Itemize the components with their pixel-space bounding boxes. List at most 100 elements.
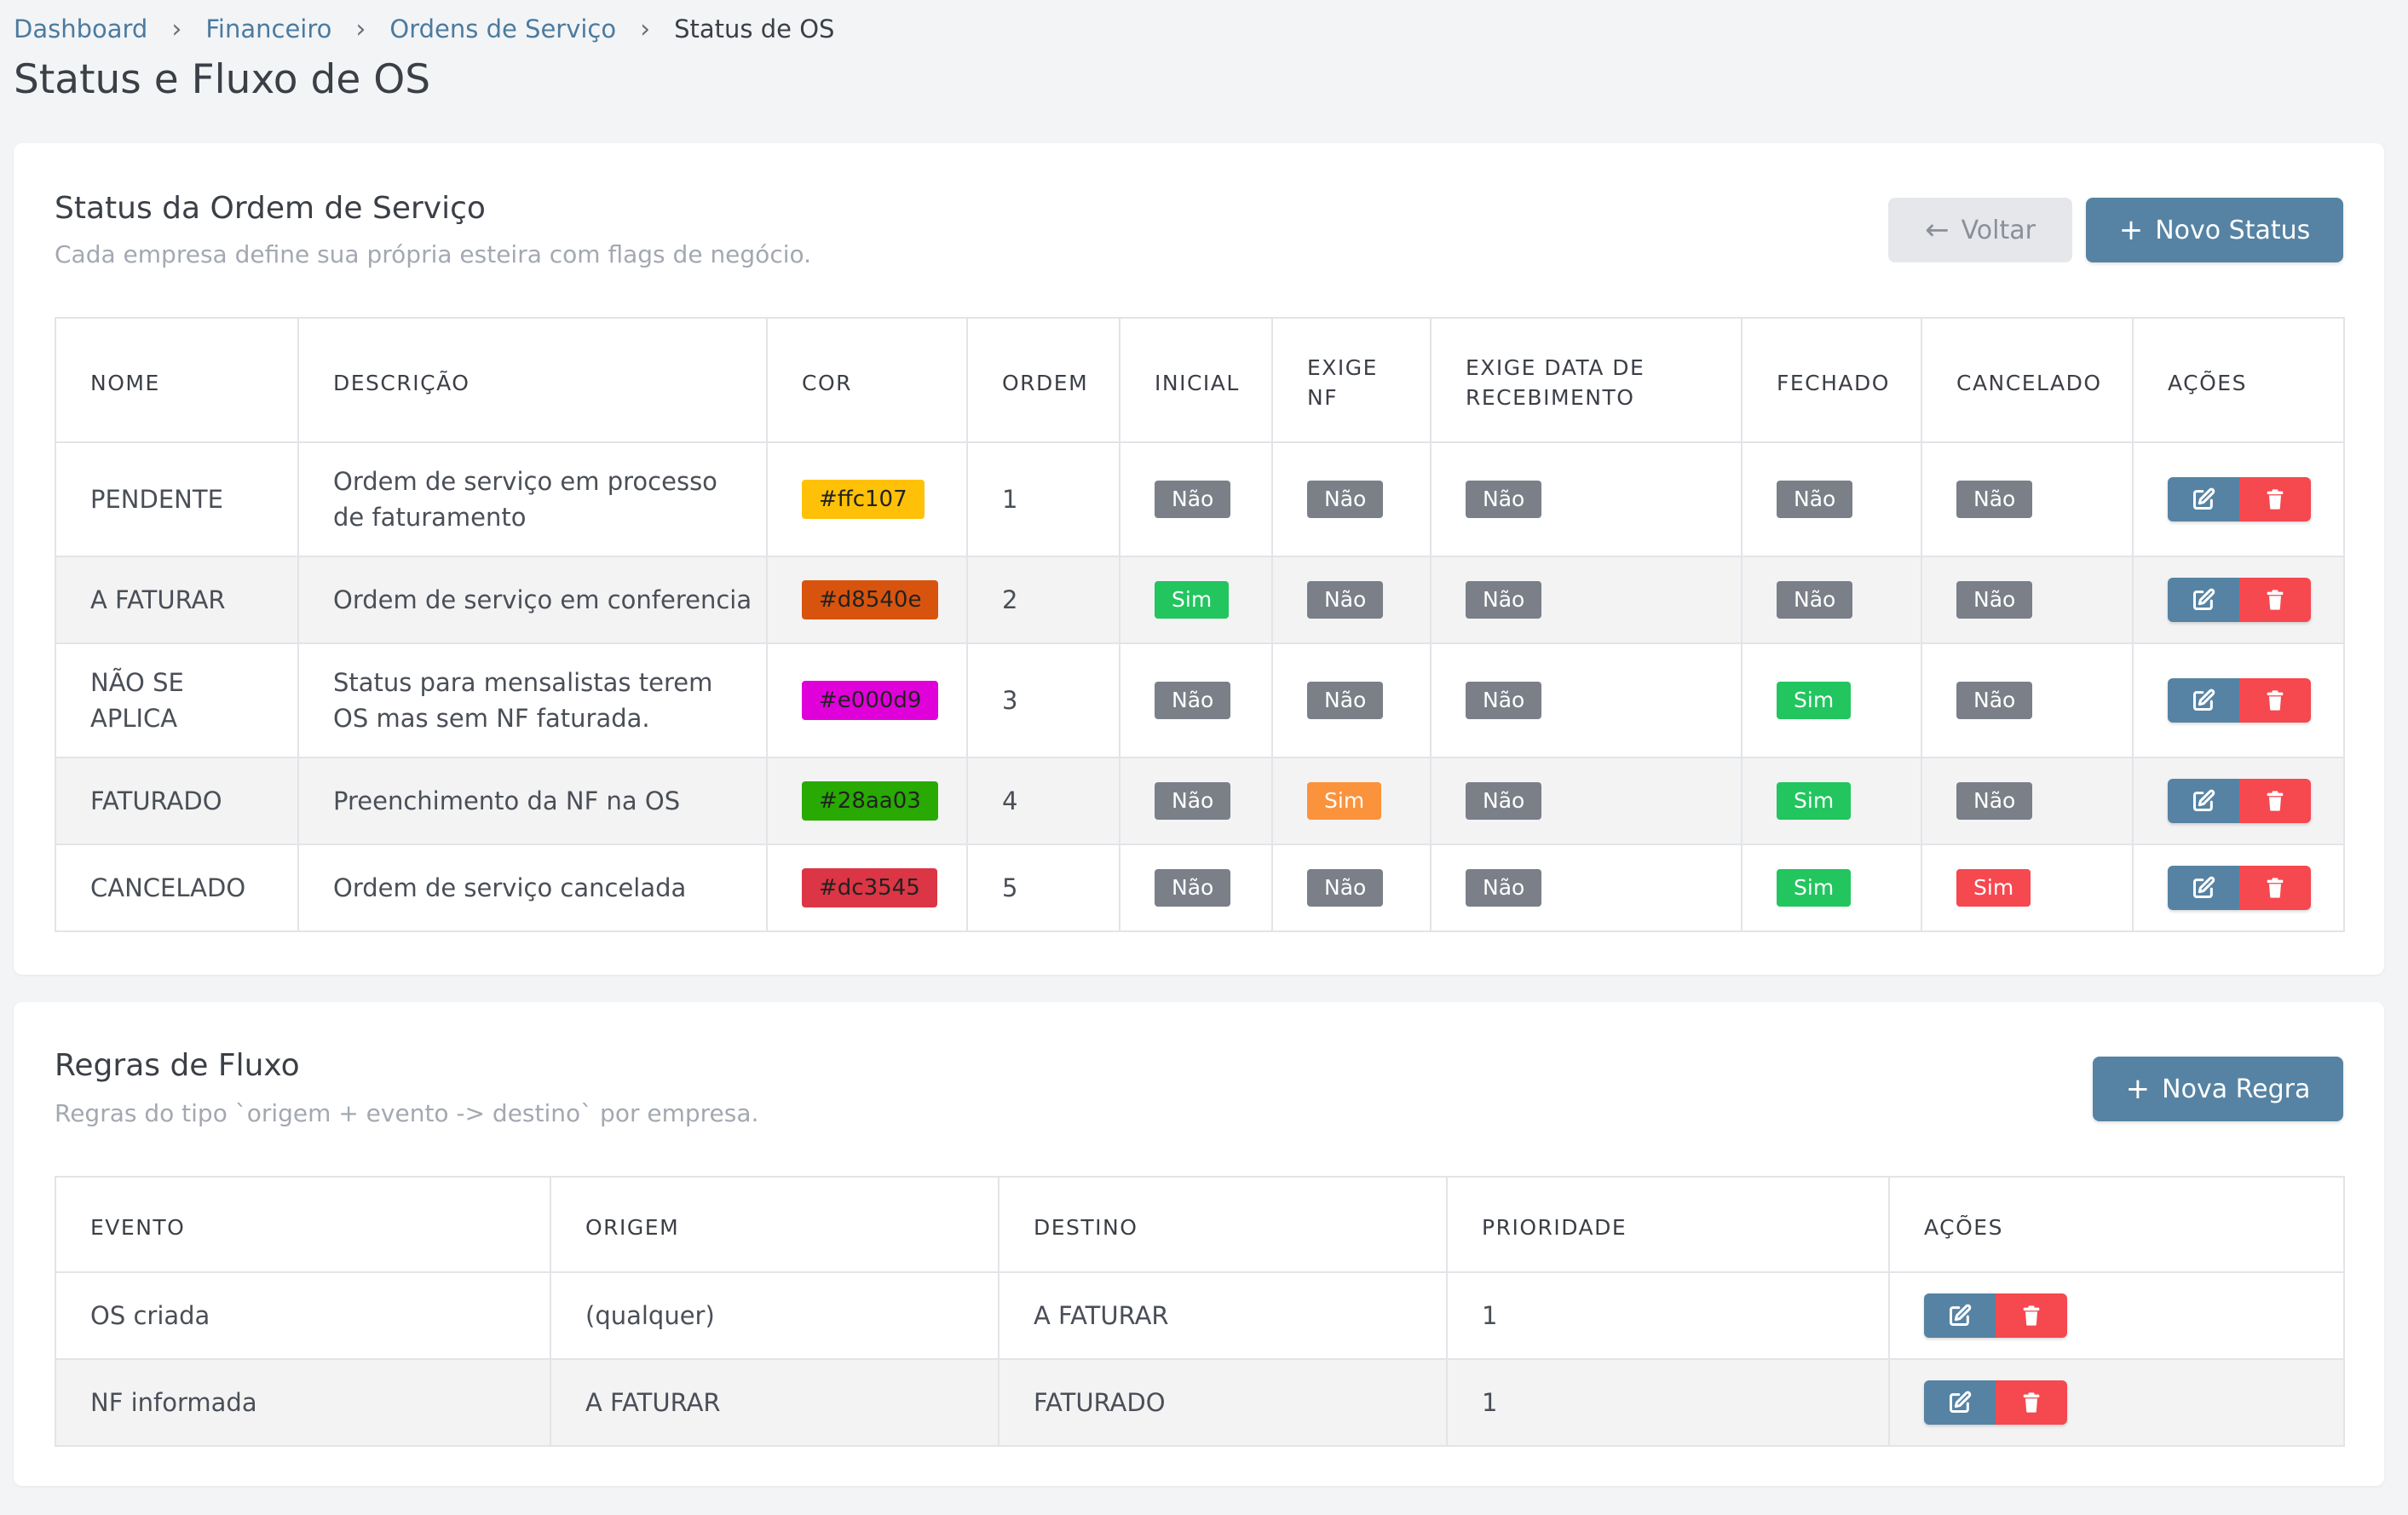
cell-origem: A FATURAR — [550, 1358, 999, 1447]
exige-nf-badge: Sim — [1307, 782, 1382, 820]
new-rule-button-label: Nova Regra — [2162, 1074, 2311, 1104]
fechado-badge: Sim — [1777, 782, 1852, 820]
cell-descricao: Preenchimento da NF na OS — [297, 757, 768, 845]
table-row: NÃO SE APLICA Status para mensalistas tere… — [55, 642, 2345, 758]
exige-nf-badge: Não — [1307, 869, 1384, 907]
edit-icon — [1948, 1391, 1972, 1414]
cell-nome: FATURADO — [55, 757, 299, 845]
cell-ordem: 1 — [966, 441, 1120, 557]
cell-inicial: Não — [1119, 844, 1273, 932]
cell-evento: NF informada — [55, 1358, 551, 1447]
edit-button[interactable] — [2168, 678, 2239, 723]
cell-origem: (qualquer) — [550, 1271, 999, 1360]
cell-ordem: 2 — [966, 556, 1120, 644]
breadcrumb-ordens-servico[interactable]: Ordens de Serviço — [389, 14, 617, 43]
table-row: CANCELADO Ordem de serviço cancelada #dc35… — [55, 844, 2345, 932]
header-fechado: FECHADO — [1741, 317, 1922, 443]
cell-acoes — [2132, 844, 2345, 932]
status-card-subtitle: Cada empresa define sua própria esteira … — [55, 240, 812, 268]
header-cor: COR — [766, 317, 968, 443]
edit-icon — [1948, 1304, 1972, 1328]
status-table: NOME DESCRIÇÃO COR ORDEM INICIAL EXIGE NF… — [55, 317, 2345, 932]
cancelado-badge: Não — [1956, 682, 2033, 719]
delete-button[interactable] — [2239, 678, 2311, 723]
edit-button[interactable] — [2168, 779, 2239, 823]
cell-descricao: Ordem de serviço em processo de faturamen… — [297, 441, 768, 557]
header-nome: NOME — [55, 317, 299, 443]
edit-button[interactable] — [2168, 866, 2239, 910]
cell-inicial: Sim — [1119, 556, 1273, 644]
edit-button[interactable] — [2168, 578, 2239, 622]
cell-exige-data: Não — [1430, 757, 1743, 845]
edit-icon — [2192, 688, 2215, 712]
cell-inicial: Não — [1119, 642, 1273, 758]
header-destino: DESTINO — [998, 1176, 1448, 1273]
cell-prioridade: 1 — [1446, 1271, 1890, 1360]
cell-descricao: Ordem de serviço em conferencia — [297, 556, 768, 644]
exige-data-badge: Não — [1466, 581, 1542, 619]
cancelado-badge: Não — [1956, 782, 2033, 820]
cell-exige-nf: Não — [1271, 844, 1432, 932]
delete-button[interactable] — [1996, 1380, 2067, 1425]
trash-icon — [2263, 876, 2287, 900]
cancelado-badge: Não — [1956, 481, 2033, 518]
trash-icon — [2263, 487, 2287, 511]
new-status-button[interactable]: + Novo Status — [2086, 198, 2343, 262]
edit-button[interactable] — [2168, 477, 2239, 521]
inicial-badge: Não — [1155, 869, 1231, 907]
table-row: A FATURAR Ordem de serviço em conferencia… — [55, 556, 2345, 644]
cell-ordem: 4 — [966, 757, 1120, 845]
header-origem: ORIGEM — [550, 1176, 999, 1273]
cell-evento: OS criada — [55, 1271, 551, 1360]
exige-data-badge: Não — [1466, 682, 1542, 719]
table-row: PENDENTE Ordem de serviço em processo de f… — [55, 441, 2345, 557]
table-header-row: NOME DESCRIÇÃO COR ORDEM INICIAL EXIGE NF… — [55, 317, 2345, 443]
trash-icon — [2019, 1391, 2043, 1414]
color-swatch: #e000d9 — [802, 681, 939, 720]
cell-fechado: Sim — [1741, 844, 1922, 932]
row-actions — [2168, 578, 2311, 622]
exige-data-badge: Não — [1466, 481, 1542, 518]
fechado-badge: Sim — [1777, 869, 1852, 907]
header-descricao: DESCRIÇÃO — [297, 317, 768, 443]
breadcrumb-separator: › — [640, 14, 651, 44]
header-acoes: AÇÕES — [1888, 1176, 2345, 1273]
cell-exige-data: Não — [1430, 642, 1743, 758]
cell-nome: CANCELADO — [55, 844, 299, 932]
cell-prioridade: 1 — [1446, 1358, 1890, 1447]
cell-nome: PENDENTE — [55, 441, 299, 557]
delete-button[interactable] — [2239, 866, 2311, 910]
cell-cancelado: Sim — [1921, 844, 2134, 932]
breadcrumb-separator: › — [355, 14, 366, 44]
trash-icon — [2263, 789, 2287, 813]
cell-fechado: Não — [1741, 556, 1922, 644]
cell-destino: A FATURAR — [998, 1271, 1448, 1360]
delete-button[interactable] — [1996, 1293, 2067, 1338]
breadcrumb-dashboard[interactable]: Dashboard — [14, 14, 148, 43]
new-status-button-label: Novo Status — [2155, 215, 2311, 245]
breadcrumb-financeiro[interactable]: Financeiro — [205, 14, 332, 43]
delete-button[interactable] — [2239, 779, 2311, 823]
edit-button[interactable] — [1924, 1380, 1996, 1425]
back-button[interactable]: ← Voltar — [1888, 198, 2072, 262]
cell-destino: FATURADO — [998, 1358, 1448, 1447]
trash-icon — [2263, 688, 2287, 712]
rules-card-title: Regras de Fluxo — [55, 1048, 300, 1083]
delete-button[interactable] — [2239, 578, 2311, 622]
new-rule-button[interactable]: + Nova Regra — [2093, 1057, 2343, 1121]
table-row: FATURADO Preenchimento da NF na OS #28aa03… — [55, 757, 2345, 845]
inicial-badge: Sim — [1155, 581, 1230, 619]
cell-cancelado: Não — [1921, 441, 2134, 557]
status-card: Status da Ordem de Serviço Cada empresa … — [14, 143, 2384, 975]
cell-cancelado: Não — [1921, 556, 2134, 644]
page-title: Status e Fluxo de OS — [14, 56, 431, 103]
cell-exige-nf: Não — [1271, 441, 1432, 557]
header-prioridade: PRIORIDADE — [1446, 1176, 1890, 1273]
cell-acoes — [1888, 1271, 2345, 1360]
color-swatch: #ffc107 — [802, 480, 925, 519]
cell-exige-data: Não — [1430, 441, 1743, 557]
edit-button[interactable] — [1924, 1293, 1996, 1338]
exige-data-badge: Não — [1466, 869, 1542, 907]
delete-button[interactable] — [2239, 477, 2311, 521]
cell-cor: #d8540e — [766, 556, 968, 644]
